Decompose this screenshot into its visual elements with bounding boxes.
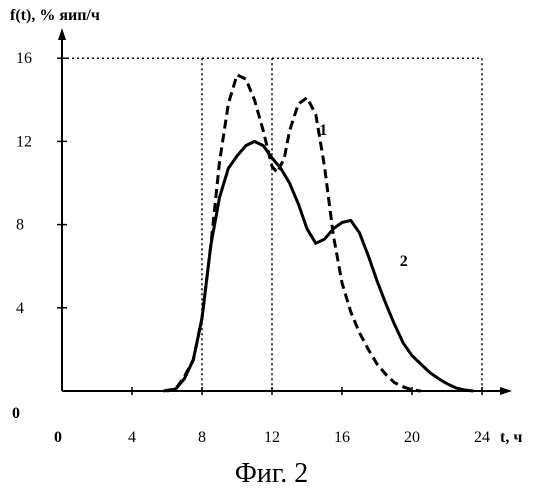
gridlines [62, 58, 482, 391]
origin-x-label: 0 [54, 429, 62, 446]
x-axis-arrow [500, 387, 512, 395]
x-axis-label: t, ч [500, 429, 522, 446]
axes [58, 28, 512, 395]
y-axis-arrow [58, 28, 66, 40]
x-tick-label-8: 8 [198, 429, 206, 446]
series-line-2 [167, 141, 473, 391]
y-tick-label-8: 8 [16, 217, 24, 234]
x-tick-label-16: 16 [334, 429, 350, 446]
origin-y-label: 0 [12, 405, 20, 422]
figure-caption: Фиг. 2 [0, 458, 543, 490]
x-tick-label-12: 12 [264, 429, 280, 446]
series-label-2: 2 [400, 253, 408, 270]
x-tick-label-20: 20 [404, 429, 420, 446]
y-tick-label-12: 12 [16, 133, 32, 150]
ticks: 4812162024481216 [16, 50, 490, 446]
chart: 4812162024481216 12 f(t), % яип/ч t, ч 0… [0, 0, 543, 455]
y-tick-label-4: 4 [16, 300, 24, 317]
series-labels: 12 [319, 122, 408, 270]
y-axis-label: f(t), % яип/ч [10, 7, 100, 24]
x-tick-label-24: 24 [474, 429, 490, 446]
y-tick-label-16: 16 [16, 50, 32, 67]
series-label-1: 1 [319, 122, 327, 139]
x-tick-label-4: 4 [128, 429, 136, 446]
